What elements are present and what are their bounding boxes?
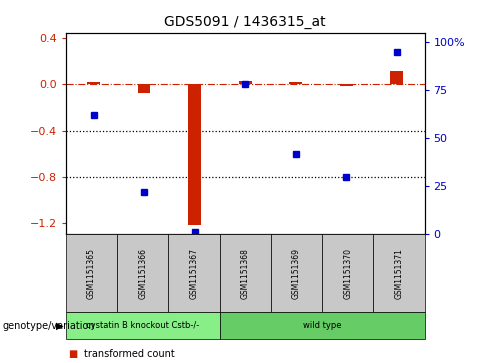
Text: GSM1151368: GSM1151368 — [241, 248, 250, 299]
Title: GDS5091 / 1436315_at: GDS5091 / 1436315_at — [164, 15, 326, 29]
Text: GSM1151369: GSM1151369 — [292, 248, 301, 299]
Text: GSM1151370: GSM1151370 — [343, 248, 352, 299]
Text: GSM1151365: GSM1151365 — [87, 248, 96, 299]
Bar — [87, 82, 100, 85]
Text: GSM1151367: GSM1151367 — [189, 248, 199, 299]
Bar — [289, 82, 302, 85]
Text: wild type: wild type — [303, 321, 341, 330]
Bar — [390, 71, 403, 85]
Text: genotype/variation: genotype/variation — [2, 321, 95, 331]
Bar — [239, 81, 251, 85]
Text: GSM1151371: GSM1151371 — [394, 248, 404, 299]
Text: GSM1151366: GSM1151366 — [138, 248, 147, 299]
Text: transformed count: transformed count — [84, 349, 175, 359]
Text: ■: ■ — [68, 349, 78, 359]
Bar — [340, 85, 352, 86]
Bar — [188, 85, 201, 225]
Text: cystatin B knockout Cstb-/-: cystatin B knockout Cstb-/- — [86, 321, 200, 330]
Text: ▶: ▶ — [56, 321, 63, 331]
Bar — [138, 85, 150, 93]
